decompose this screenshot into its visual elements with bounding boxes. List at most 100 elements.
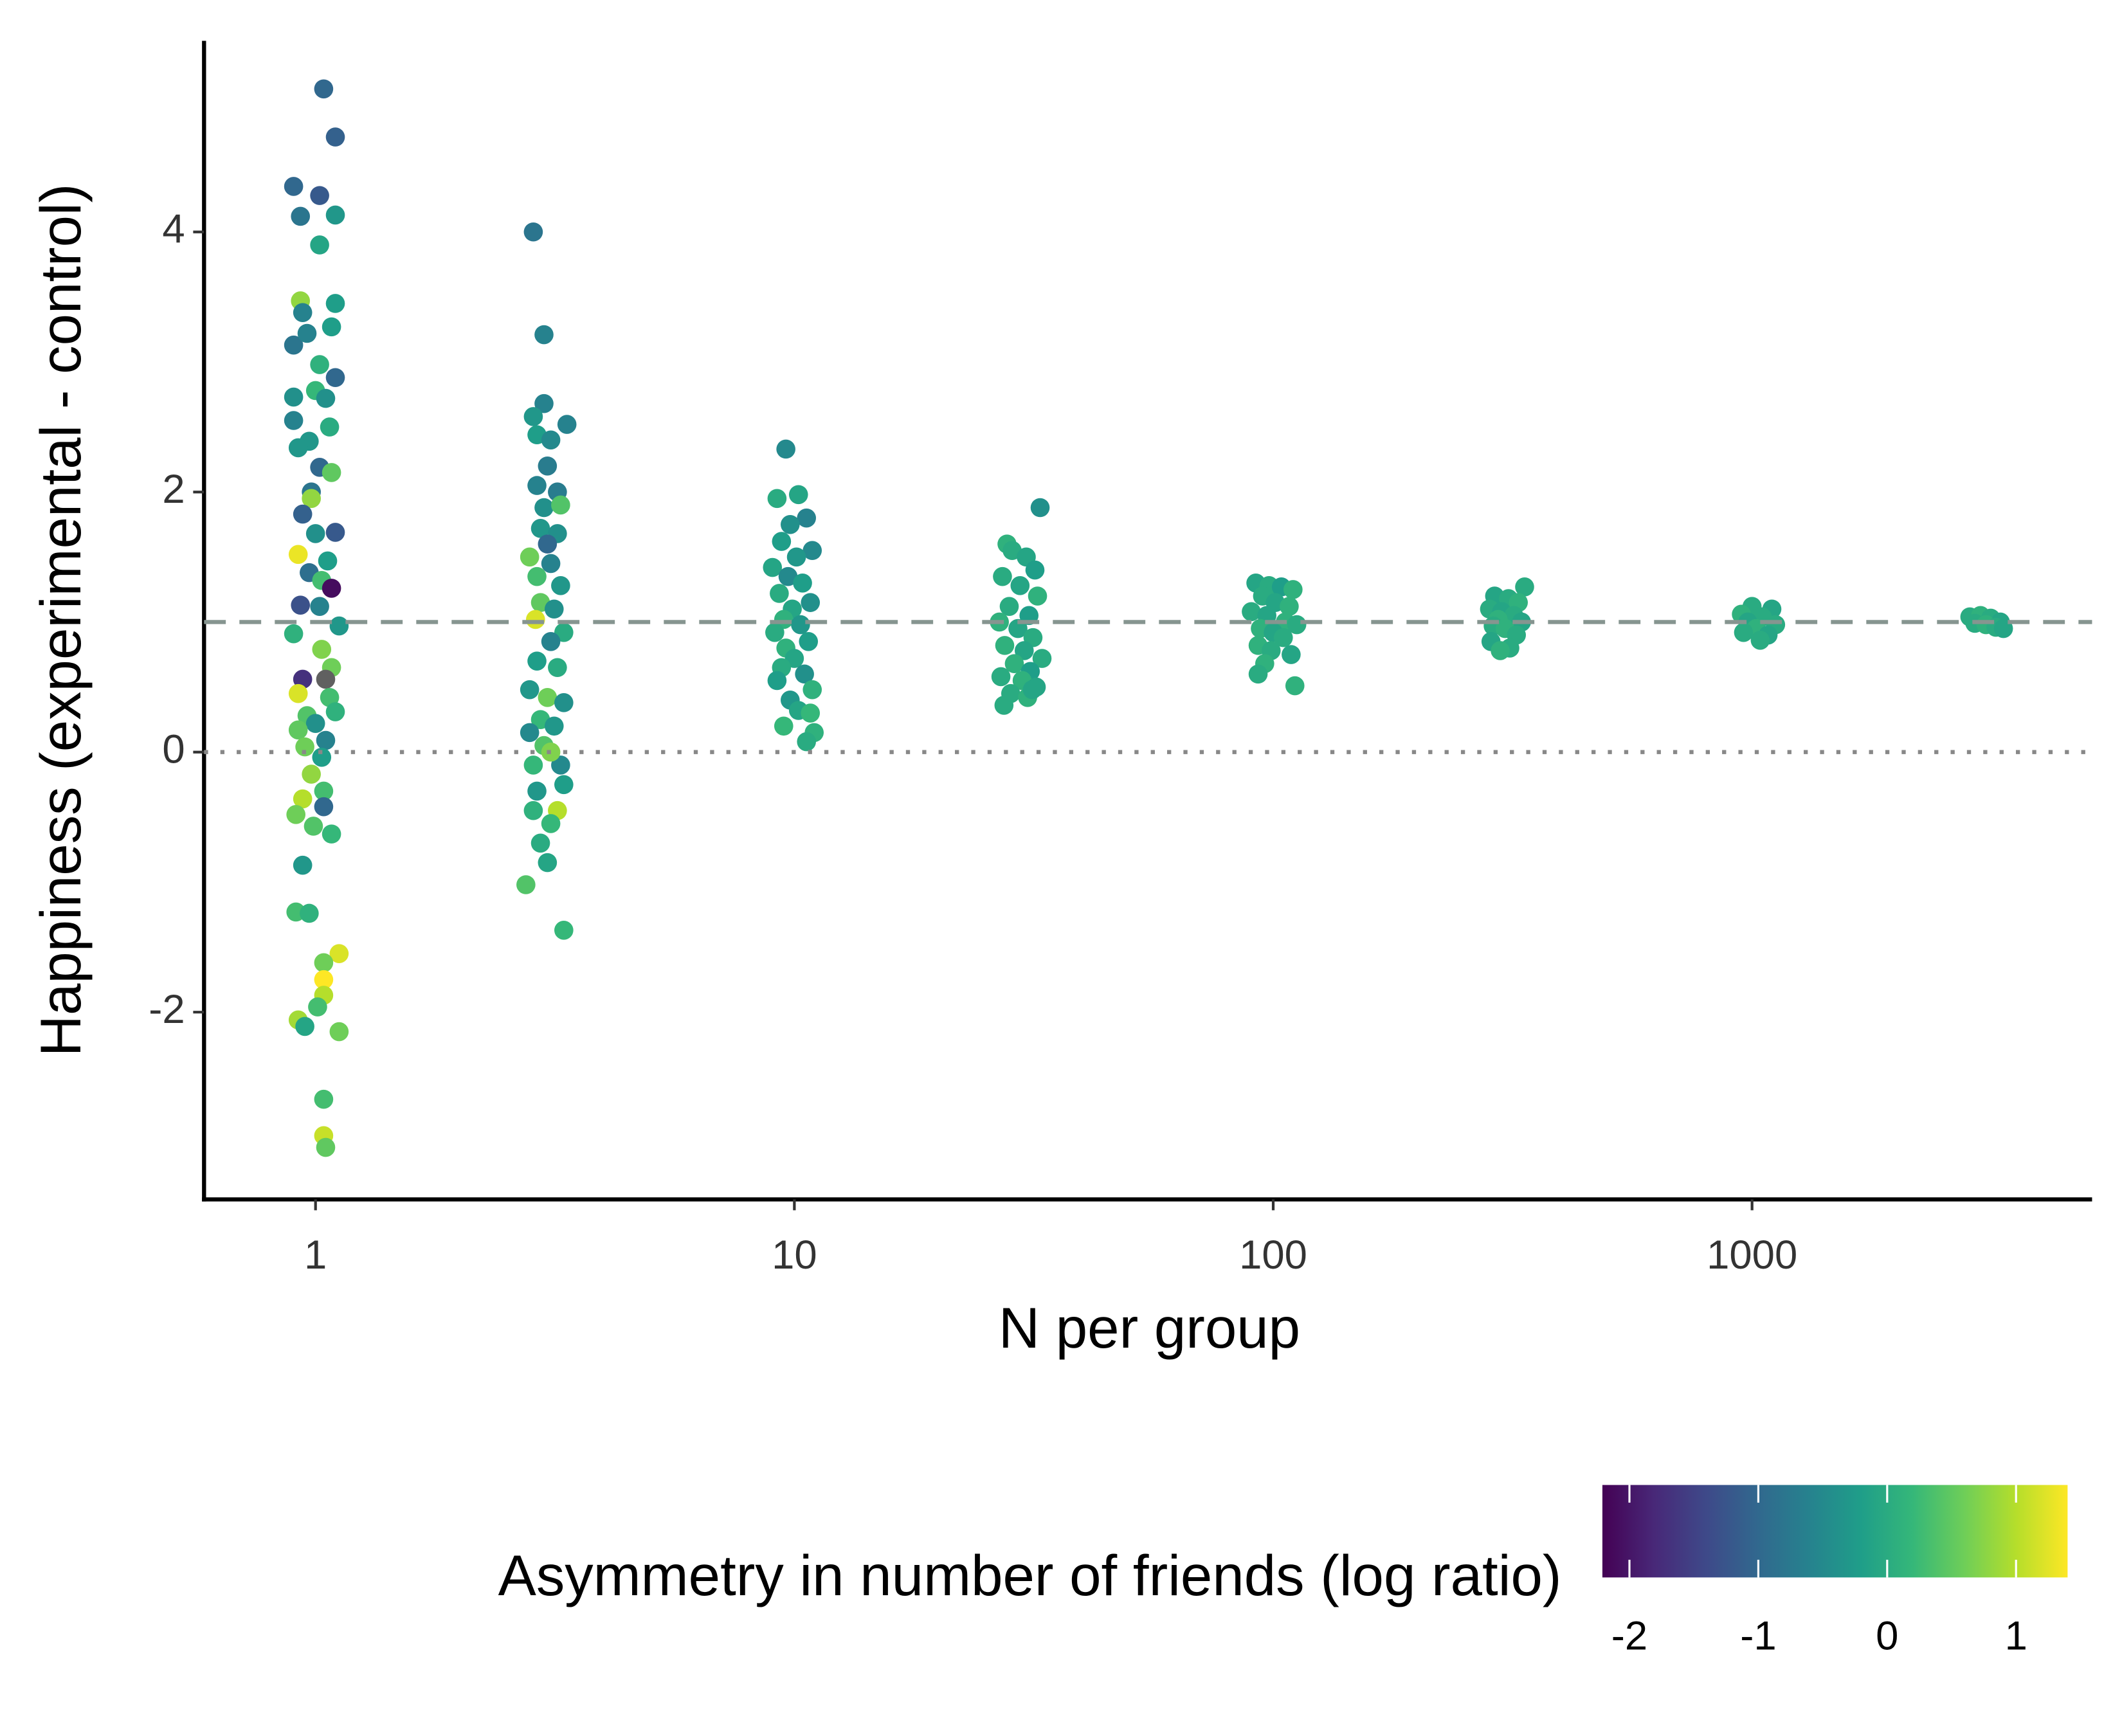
point — [288, 683, 308, 703]
point — [991, 667, 1011, 687]
point — [297, 323, 317, 343]
point — [325, 205, 345, 225]
colorbar-tick-label: -1 — [1740, 1613, 1776, 1658]
point — [310, 235, 329, 255]
point — [320, 417, 340, 437]
point — [799, 632, 819, 651]
colorbar — [1602, 1485, 2068, 1578]
y-tick-label: 0 — [162, 727, 185, 772]
point — [791, 615, 810, 635]
point — [767, 489, 787, 509]
point — [541, 430, 561, 450]
point — [314, 797, 334, 817]
point — [797, 508, 817, 528]
point — [316, 669, 336, 689]
point — [538, 853, 558, 873]
point — [541, 814, 561, 833]
point — [1285, 676, 1305, 696]
point — [994, 696, 1014, 715]
point — [293, 789, 313, 809]
point — [314, 970, 334, 990]
point — [527, 566, 547, 586]
point — [993, 566, 1012, 586]
point — [803, 680, 822, 700]
point — [295, 1017, 314, 1036]
point — [551, 755, 570, 775]
point — [1283, 580, 1303, 599]
point — [803, 541, 822, 561]
point — [523, 222, 543, 242]
point — [293, 669, 313, 689]
point — [786, 547, 806, 567]
x-tick-label: 1 — [304, 1233, 327, 1278]
point — [1028, 586, 1047, 606]
point — [316, 730, 336, 750]
point — [1014, 641, 1034, 660]
point — [1022, 680, 1042, 700]
point — [291, 595, 311, 615]
y-tick-label: 4 — [162, 207, 185, 252]
point — [554, 920, 574, 940]
point — [1273, 628, 1293, 647]
point — [520, 547, 540, 567]
point — [291, 206, 311, 226]
point — [530, 833, 550, 853]
point — [999, 597, 1019, 617]
point — [541, 554, 561, 574]
point — [1734, 622, 1754, 642]
point — [318, 551, 338, 571]
point — [797, 732, 817, 752]
point — [329, 944, 349, 963]
point — [329, 1022, 349, 1042]
point — [776, 439, 795, 459]
point — [541, 632, 561, 651]
point — [527, 651, 547, 671]
point — [295, 737, 314, 757]
point — [770, 584, 789, 603]
point — [554, 693, 574, 712]
x-tick-label: 1000 — [1707, 1233, 1797, 1278]
point — [312, 640, 332, 659]
point — [1030, 498, 1050, 518]
point — [534, 498, 554, 518]
point — [801, 703, 821, 723]
point — [1287, 615, 1307, 635]
point — [286, 804, 306, 824]
point — [325, 294, 345, 313]
point — [288, 438, 308, 458]
point — [801, 593, 821, 612]
point — [534, 325, 554, 345]
x-tick-label: 100 — [1239, 1233, 1307, 1278]
point — [284, 411, 304, 430]
y-tick-label: 2 — [162, 467, 185, 512]
point — [772, 532, 792, 551]
point — [325, 127, 345, 147]
point — [1025, 560, 1045, 580]
point — [1242, 602, 1261, 622]
point — [320, 687, 340, 707]
point — [527, 476, 547, 495]
point — [293, 303, 313, 322]
point — [284, 624, 304, 644]
point — [538, 534, 558, 554]
point — [551, 495, 570, 515]
point — [300, 903, 319, 923]
point — [544, 599, 564, 619]
point — [284, 387, 304, 407]
point — [544, 716, 564, 736]
point — [765, 622, 784, 642]
point — [310, 186, 329, 205]
x-tick-label: 10 — [772, 1233, 817, 1278]
point — [551, 576, 570, 595]
point — [322, 579, 341, 598]
point — [1010, 576, 1030, 595]
point — [538, 687, 558, 707]
point — [527, 781, 547, 801]
point — [312, 747, 332, 767]
point — [530, 519, 550, 538]
point — [557, 415, 577, 434]
point — [767, 671, 787, 691]
colorbar-tick-label: 1 — [2005, 1613, 2027, 1658]
point — [314, 1089, 334, 1109]
x-axis-title: N per group — [999, 1296, 1300, 1360]
